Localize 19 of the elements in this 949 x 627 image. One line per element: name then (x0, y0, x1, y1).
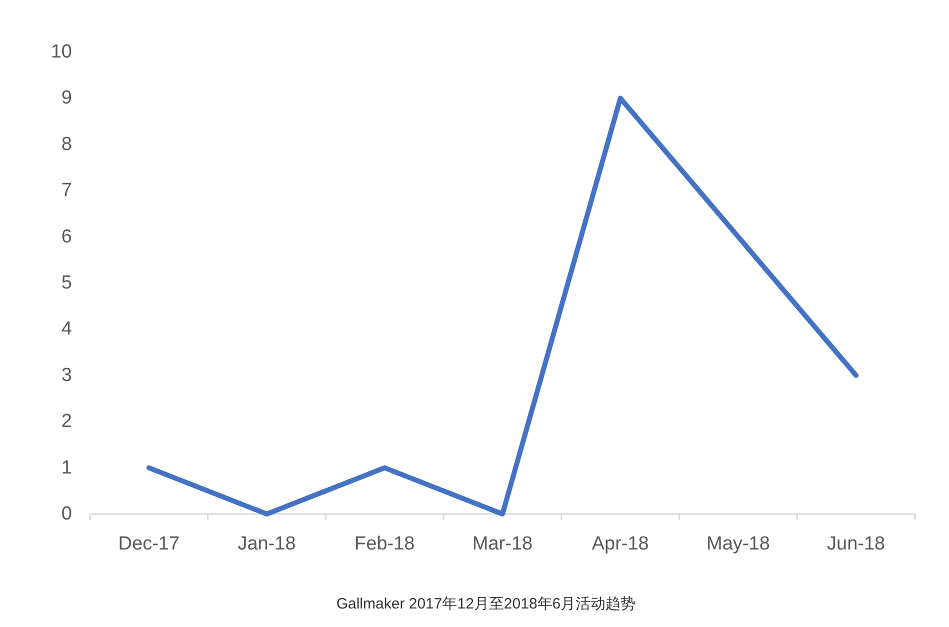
caption: Gallmaker 2017年12月至2018年6月活动趋势 (336, 596, 636, 612)
x-tick-label: Dec-17 (118, 534, 180, 554)
y-tick-label: 1 (61, 457, 72, 478)
x-tick-label: May-18 (706, 534, 770, 554)
y-tick-label: 2 (61, 411, 72, 432)
x-tick-label: Apr-18 (592, 534, 649, 554)
x-tick-label: Mar-18 (472, 534, 533, 554)
y-tick-label: 3 (61, 364, 72, 386)
y-tick-label: 8 (61, 134, 72, 155)
y-tick-label: 9 (61, 88, 72, 109)
y-tick-label: 10 (50, 42, 72, 62)
x-tick-label: Feb-18 (354, 534, 415, 554)
y-tick-label: 7 (61, 180, 72, 202)
y-tick-label: 5 (61, 272, 72, 294)
x-tick-label: Jun-18 (827, 534, 886, 554)
x-tick-label: Jan-18 (238, 534, 296, 554)
y-tick-label: 0 (61, 504, 72, 524)
y-tick-label: 4 (61, 318, 72, 340)
y-tick-label: 6 (61, 226, 72, 248)
